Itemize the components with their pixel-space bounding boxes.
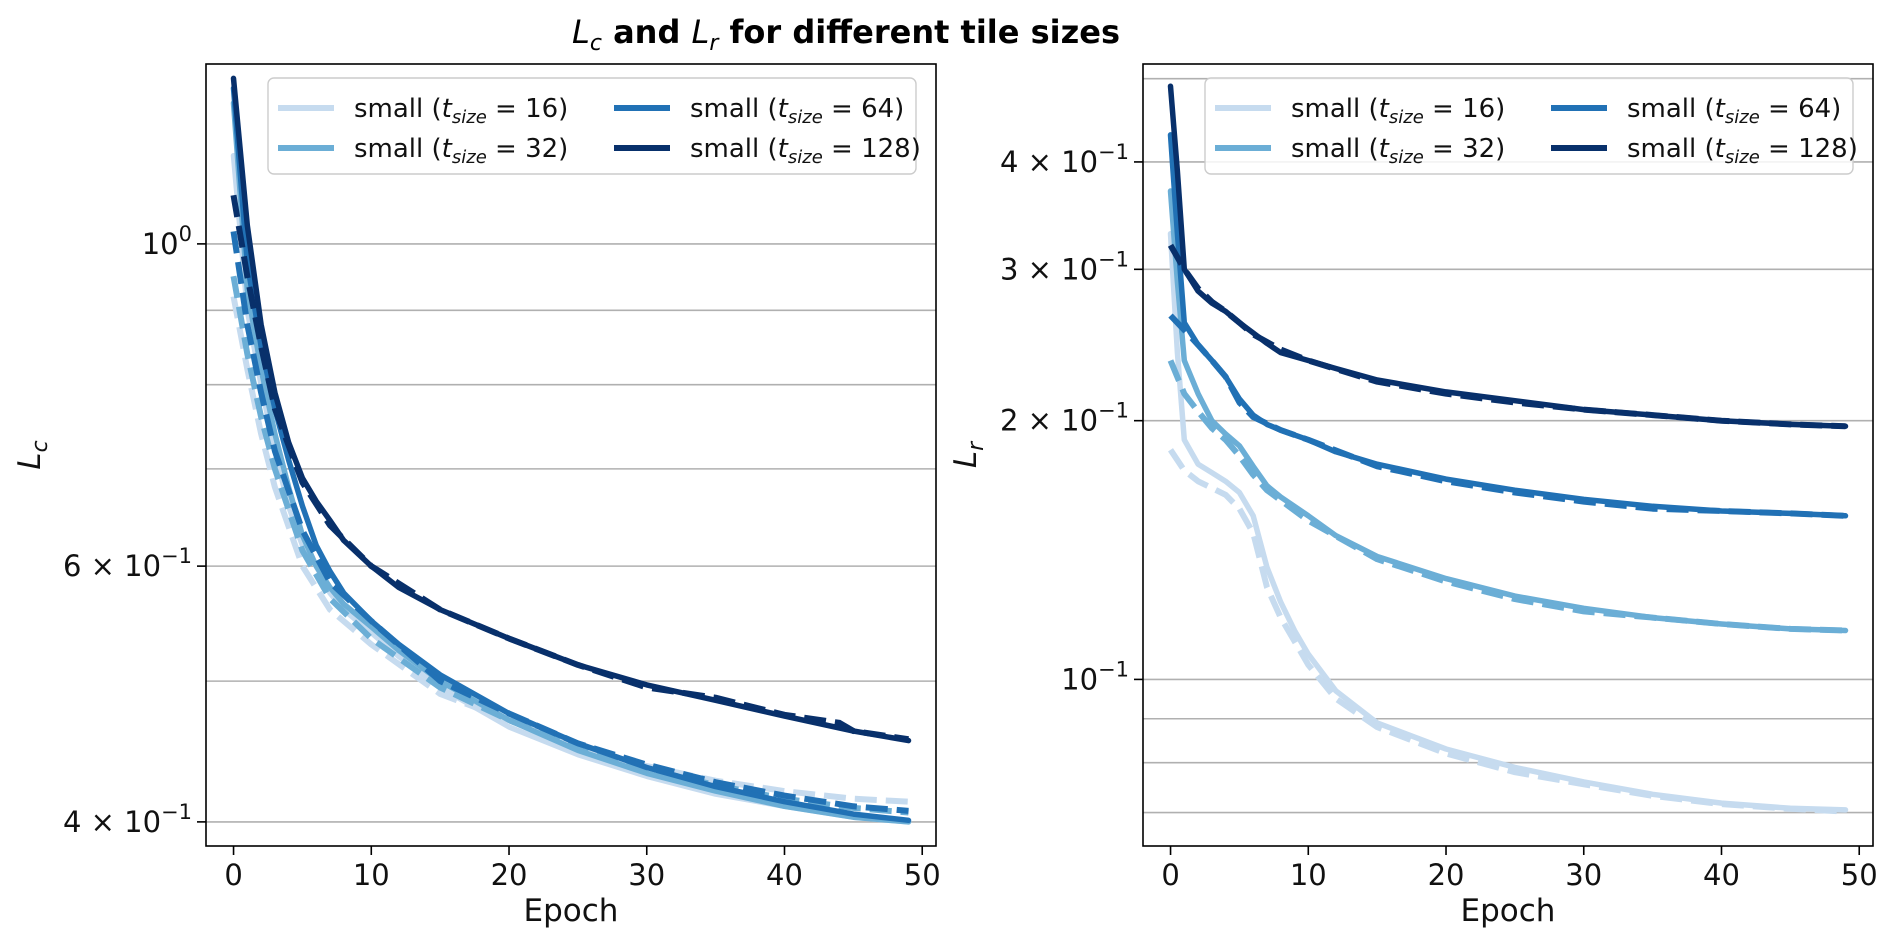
y-axis-label: Lr [948, 440, 989, 468]
train-line [1167, 230, 1849, 813]
y-tick-label: 6 × 10−1 [63, 544, 192, 583]
x-tick-label: 10 [1290, 858, 1327, 892]
legend-label: small (tsize = 16) [354, 94, 568, 128]
train-line [1167, 188, 1849, 634]
train-line [230, 75, 912, 744]
x-tick-label: 0 [224, 858, 242, 892]
validation-line [230, 275, 909, 816]
y-tick-label: 4 × 10−1 [1000, 140, 1129, 179]
right-panel-lr: 0 10 20 30 40 50 4 × 10−1 3 × 10−1 2 × 10−1 10−1 E… [948, 63, 1878, 929]
legend [1204, 77, 1854, 175]
legend-label: small (tsize = 128) [1627, 134, 1858, 168]
x-tick-label: 20 [491, 858, 528, 892]
axes-frame [1142, 63, 1874, 847]
train-line [1167, 132, 1849, 519]
x-axis-label: Epoch [1461, 893, 1556, 929]
x-tick-label: 20 [1428, 858, 1465, 892]
x-tick-label: 30 [628, 858, 665, 892]
y-tick-label: 4 × 10−1 [63, 800, 192, 839]
y-tick-label: 100 [142, 222, 192, 261]
x-tick-label: 10 [353, 858, 390, 892]
x-tick-label: 50 [1841, 858, 1878, 892]
axes-frame [205, 63, 937, 847]
validation-line [1168, 448, 1846, 815]
legend-label: small (tsize = 128) [690, 134, 921, 168]
train-line [230, 100, 912, 825]
legend-label: small (tsize = 32) [1291, 134, 1505, 168]
train-line [230, 85, 912, 824]
y-tick-label: 2 × 10−1 [1000, 399, 1129, 438]
figure-title: Lc and Lr for different tile sizes [572, 13, 1120, 56]
y-tick-label: 3 × 10−1 [1000, 247, 1129, 286]
legend [267, 77, 917, 175]
y-tick-label: 10−1 [1061, 657, 1129, 696]
y-axis-label: Lc [12, 440, 53, 469]
x-tick-label: 50 [904, 858, 941, 892]
x-tick-label: 30 [1565, 858, 1602, 892]
validation-line [230, 230, 909, 814]
x-axis-label: Epoch [524, 893, 619, 929]
validation-line [230, 194, 909, 743]
x-tick-label: 0 [1161, 858, 1179, 892]
legend-label: small (tsize = 32) [354, 134, 568, 168]
left-panel-lc: 0 10 20 30 40 50 100 6 × 10−1 4 × 10−1 Epoch Lc sma… [12, 63, 941, 929]
x-tick-label: 40 [1703, 858, 1740, 892]
validation-line [230, 295, 909, 805]
legend-label: small (tsize = 16) [1291, 94, 1505, 128]
train-line [1167, 83, 1849, 430]
x-tick-label: 40 [766, 858, 803, 892]
legend-label: small (tsize = 64) [690, 94, 904, 128]
legend-label: small (tsize = 64) [1627, 94, 1841, 128]
